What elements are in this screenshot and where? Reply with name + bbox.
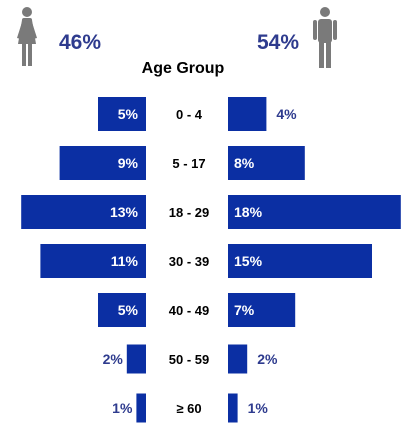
age-category-label-3: 30 - 39 [169, 254, 209, 269]
male-label-5: 2% [257, 351, 278, 367]
female-bar-5 [126, 344, 146, 374]
female-bar-0 [98, 97, 146, 131]
male-bar-4 [228, 293, 296, 327]
female-label-0: 5% [118, 106, 139, 122]
female-bar-3 [40, 244, 146, 278]
male-bar-5 [228, 344, 248, 374]
male-label-4: 7% [234, 302, 255, 318]
age-category-label-5: 50 - 59 [169, 352, 209, 367]
female-bar-6 [136, 393, 146, 423]
age-category-label-2: 18 - 29 [169, 205, 209, 220]
female-label-4: 5% [118, 302, 139, 318]
female-bar-2 [21, 195, 147, 229]
male-label-0: 4% [276, 106, 297, 122]
male-label-2: 18% [234, 204, 263, 220]
male-bar-0 [228, 97, 267, 131]
male-label-6: 1% [248, 400, 269, 416]
age-category-label-1: 5 - 17 [172, 156, 205, 171]
female-total: 46% [59, 31, 101, 54]
male-bar-2 [228, 195, 401, 229]
male-total: 54% [257, 31, 299, 54]
age-category-label-4: 40 - 49 [169, 303, 209, 318]
male-label-1: 8% [234, 155, 255, 171]
male-person-icon [313, 7, 337, 68]
female-bar-1 [59, 146, 146, 180]
female-person-icon [17, 7, 37, 66]
female-label-2: 13% [110, 204, 139, 220]
age-category-label-0: 0 - 4 [176, 107, 203, 122]
male-bar-3 [228, 244, 372, 278]
male-bar-1 [228, 146, 305, 180]
female-label-1: 9% [118, 155, 139, 171]
male-label-3: 15% [234, 253, 263, 269]
age-category-label-6: ≥ 60 [176, 401, 201, 416]
chart-title: Age Group [142, 60, 225, 77]
male-bar-6 [228, 393, 238, 423]
female-label-3: 11% [111, 253, 139, 269]
female-label-6: 1% [112, 400, 133, 416]
female-label-5: 2% [103, 351, 124, 367]
female-bar-4 [98, 293, 146, 327]
